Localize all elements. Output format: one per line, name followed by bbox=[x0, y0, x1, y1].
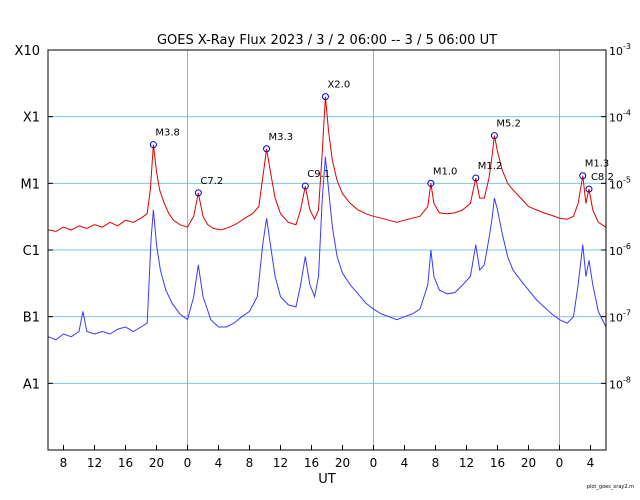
x-tick-label: 8 bbox=[60, 456, 68, 470]
flare-marker bbox=[194, 189, 202, 197]
left-class-axis: X10 X1 M1 C1 B1 A1 bbox=[15, 44, 53, 392]
class-label-x1: X1 bbox=[23, 111, 40, 126]
x-axis: 8 12 16 20 0 4 8 12 16 20 0 4 8 12 16 20 0 4 bbox=[60, 445, 595, 470]
class-label-x10: X10 bbox=[15, 44, 40, 59]
right-tick-label: 10-7 bbox=[609, 309, 631, 325]
x-tick-label: 4 bbox=[401, 456, 409, 470]
right-tick-label: 10-5 bbox=[609, 175, 631, 191]
flare-marker bbox=[149, 141, 157, 149]
x-tick-label: 16 bbox=[304, 456, 319, 470]
x-tick-label: 0 bbox=[370, 456, 378, 470]
flare-marker bbox=[579, 172, 587, 180]
right-flux-axis: 10-3 10-4 10-5 10-6 10-7 10-8 bbox=[601, 42, 631, 391]
x-tick-label: 16 bbox=[490, 456, 505, 470]
series-layer bbox=[47, 96, 607, 341]
class-label-a1: A1 bbox=[23, 377, 40, 392]
flare-marker bbox=[321, 93, 329, 101]
flare-marker bbox=[427, 179, 435, 187]
flare-marker bbox=[263, 145, 271, 153]
flare-label: M1.2 bbox=[478, 161, 503, 172]
series-line-1 bbox=[47, 96, 607, 232]
flare-marker bbox=[490, 132, 498, 140]
x-tick-label: 4 bbox=[215, 456, 223, 470]
x-tick-label: 0 bbox=[556, 456, 564, 470]
x-tick-label: 8 bbox=[432, 456, 440, 470]
grid bbox=[48, 50, 606, 450]
flare-marker bbox=[472, 174, 480, 182]
x-tick-label: 12 bbox=[273, 456, 288, 470]
flare-label: C7.2 bbox=[200, 176, 223, 187]
x-tick-label: 12 bbox=[87, 456, 102, 470]
x-tick-label: 20 bbox=[521, 456, 536, 470]
x-axis-label: UT bbox=[318, 472, 336, 487]
x-tick-label: 16 bbox=[118, 456, 133, 470]
x-tick-label: 0 bbox=[184, 456, 192, 470]
flare-layer: M3.8 C7.2 M3.3 C9.1 X2.0 M1.0 M1.2 M5.2 M1.3 C8.2 bbox=[149, 80, 614, 197]
series-line-2 bbox=[47, 156, 607, 341]
footer-note: plot_goes_xray2.m bbox=[587, 484, 634, 490]
flare-label: M3.3 bbox=[269, 132, 294, 143]
right-tick-label: 10-3 bbox=[609, 42, 631, 58]
flare-label: M3.8 bbox=[155, 128, 180, 139]
class-label-m1: M1 bbox=[21, 177, 41, 192]
x-tick-label: 12 bbox=[459, 456, 474, 470]
x-tick-label: 20 bbox=[335, 456, 350, 470]
flare-label: C9.1 bbox=[307, 169, 330, 180]
x-tick-label: 20 bbox=[149, 456, 164, 470]
right-tick-label: 10-4 bbox=[609, 109, 631, 125]
class-label-b1: B1 bbox=[23, 311, 40, 326]
flare-label: M1.0 bbox=[433, 166, 458, 177]
flare-marker bbox=[301, 182, 309, 190]
x-tick-label: 4 bbox=[587, 456, 595, 470]
flare-label: M1.3 bbox=[585, 159, 610, 170]
flare-label: C8.2 bbox=[591, 172, 614, 183]
x-tick-label: 8 bbox=[246, 456, 254, 470]
right-tick-label: 10-6 bbox=[609, 242, 631, 258]
right-tick-label: 10-8 bbox=[609, 375, 631, 391]
class-label-c1: C1 bbox=[23, 244, 40, 259]
chart-title: GOES X-Ray Flux 2023 / 3 / 2 06:00 -- 3 … bbox=[157, 33, 497, 48]
flare-label: M5.2 bbox=[496, 119, 521, 130]
flare-label: X2.0 bbox=[327, 80, 350, 91]
flare-marker bbox=[585, 185, 593, 193]
